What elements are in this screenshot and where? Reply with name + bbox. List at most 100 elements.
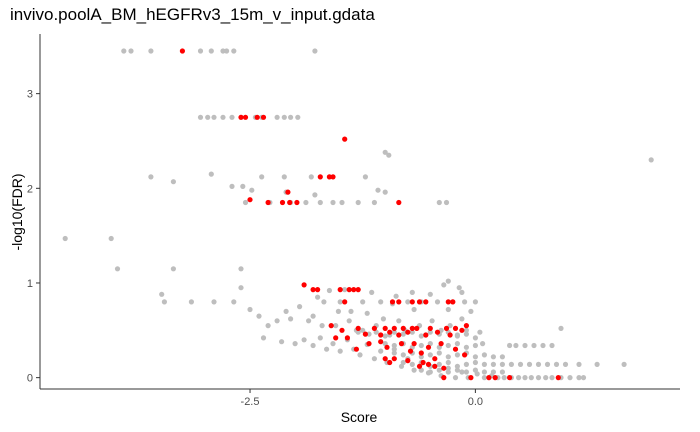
highlight-point	[330, 174, 336, 180]
highlight-point	[391, 356, 397, 362]
background-point	[543, 375, 549, 381]
background-point	[499, 369, 505, 375]
highlight-point	[317, 174, 323, 180]
background-point	[330, 341, 336, 347]
background-point	[274, 318, 280, 324]
background-point	[576, 375, 582, 381]
background-point	[197, 48, 204, 54]
background-point	[301, 337, 307, 343]
highlight-point	[179, 48, 185, 54]
background-point	[516, 375, 522, 381]
background-point	[333, 323, 339, 329]
background-point	[342, 287, 348, 293]
background-point	[436, 350, 442, 356]
highlight-point	[555, 375, 561, 381]
background-point	[205, 114, 211, 120]
background-point	[159, 291, 165, 297]
highlight-point	[462, 352, 468, 358]
background-point	[405, 299, 411, 305]
background-point	[369, 289, 375, 295]
background-point	[409, 329, 415, 335]
highlight-point	[387, 329, 393, 335]
background-point	[445, 306, 451, 313]
background-point	[452, 375, 459, 381]
background-point	[445, 342, 451, 349]
background-point	[366, 331, 372, 337]
highlight-point	[351, 287, 357, 293]
background-point	[463, 327, 469, 333]
background-point	[339, 199, 345, 206]
background-point	[288, 114, 294, 120]
highlight-point	[337, 287, 343, 293]
background-point	[400, 352, 406, 358]
background-point	[490, 354, 496, 360]
highlight-point	[425, 361, 432, 367]
background-point	[409, 361, 415, 367]
x-tick-label: 0.0	[468, 396, 483, 408]
y-axis-title: -log10(FDR)	[9, 173, 25, 250]
background-point	[315, 294, 321, 300]
highlight-point	[450, 299, 456, 305]
highlight-point	[452, 325, 459, 331]
highlight-point	[238, 114, 244, 120]
highlight-point	[265, 199, 271, 206]
background-point	[360, 299, 366, 305]
background-point	[326, 287, 332, 294]
background-point	[297, 304, 303, 310]
background-point	[247, 306, 253, 313]
background-point	[454, 333, 460, 339]
background-point	[434, 299, 441, 305]
background-point	[256, 313, 262, 319]
background-point	[445, 354, 451, 360]
background-point	[427, 352, 433, 358]
background-point	[306, 318, 312, 324]
background-point	[481, 361, 487, 367]
highlight-point	[486, 375, 492, 381]
background-point	[393, 293, 399, 299]
highlight-point	[405, 358, 411, 364]
highlight-point	[409, 325, 415, 331]
background-point	[463, 369, 469, 375]
highlight-point	[346, 287, 352, 293]
highlight-point	[405, 329, 411, 335]
background-point	[108, 235, 114, 242]
highlight-point	[423, 299, 429, 305]
highlight-point	[441, 365, 447, 371]
background-point	[472, 354, 478, 360]
highlight-point	[423, 332, 429, 338]
background-point	[443, 199, 450, 206]
background-point	[463, 344, 469, 350]
background-point	[436, 361, 442, 367]
background-point	[544, 361, 551, 367]
background-point	[427, 291, 433, 297]
highlight-point	[353, 346, 359, 352]
background-point	[231, 299, 237, 305]
background-point	[549, 342, 555, 349]
highlight-point	[355, 287, 361, 293]
background-point	[445, 369, 451, 375]
highlight-point	[294, 199, 300, 206]
background-point	[114, 266, 121, 272]
background-point	[317, 199, 323, 206]
highlight-point	[333, 335, 339, 341]
highlight-point	[315, 287, 321, 293]
background-point	[335, 308, 341, 314]
background-point	[445, 365, 451, 371]
y-tick-label: 3	[27, 89, 33, 101]
background-point	[549, 375, 555, 381]
chart-title: invivo.poolA_BM_hEGFRv3_15m_v_input.gdat…	[10, 5, 375, 24]
background-point	[456, 285, 462, 291]
highlight-point	[452, 346, 459, 352]
background-point	[211, 114, 217, 120]
background-point	[490, 369, 496, 375]
background-point	[378, 348, 384, 354]
background-point	[330, 199, 336, 206]
background-point	[459, 289, 465, 295]
background-point	[121, 48, 127, 54]
background-point	[260, 335, 267, 341]
highlight-point	[366, 341, 372, 347]
background-point	[240, 183, 246, 189]
background-point	[364, 310, 370, 316]
background-point	[454, 352, 460, 358]
background-point	[382, 189, 388, 195]
